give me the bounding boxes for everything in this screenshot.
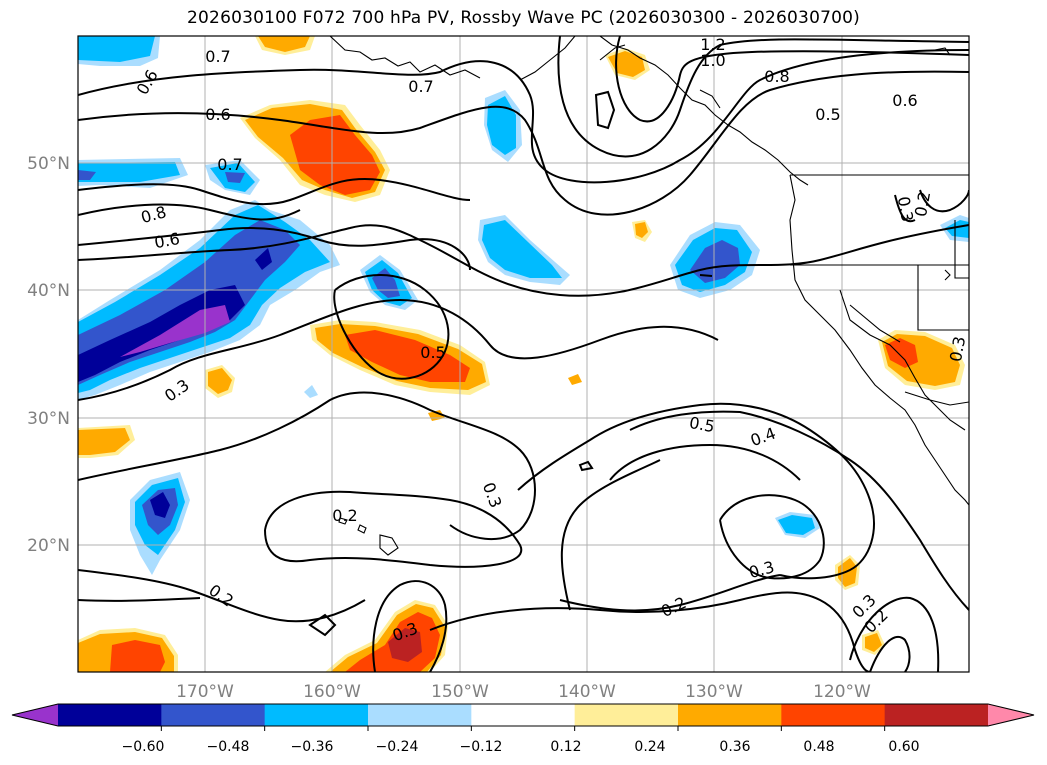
colorbar-segment: [58, 704, 162, 726]
contour-label: 1.0: [700, 51, 725, 70]
colorbar-segment: [161, 704, 266, 726]
latitude-labels: 50°N 40°N 30°N 20°N: [27, 154, 70, 556]
contour-label: 0.3: [946, 335, 969, 363]
colorbar-segment: [781, 704, 886, 726]
contour-label: 0.5: [420, 343, 445, 362]
colorbar-segment: [678, 704, 782, 726]
lon-label: 170°W: [176, 682, 234, 702]
contour-label: 0.7: [217, 155, 242, 174]
lat-label: 30°N: [27, 409, 70, 429]
contour-label: 0.8: [764, 67, 789, 86]
colorbar-tick-label: 0.60: [888, 739, 919, 755]
contour-label: 0.6: [892, 91, 917, 110]
colorbar-segments: [58, 704, 989, 726]
negative-anomaly-shading: [78, 36, 969, 575]
contour-label: 0.6: [205, 105, 230, 124]
contour-label: 0.7: [205, 47, 230, 66]
colorbar-segment: [574, 704, 679, 726]
map-background: [78, 36, 969, 672]
contour-label: 0.7: [408, 77, 433, 96]
colorbar-ticks: [160, 726, 886, 731]
colorbar-tick-label: 0.12: [550, 739, 581, 755]
colorbar-tick-label: −0.48: [207, 739, 250, 755]
colorbar-segment: [884, 704, 989, 726]
lat-label: 40°N: [27, 281, 70, 301]
positive-anomaly-shading: [78, 36, 965, 672]
contour-label: 0.6: [153, 229, 181, 252]
plot-title: 2026030100 F072 700 hPa PV, Rossby Wave …: [187, 8, 860, 28]
pv-contours: [78, 36, 969, 672]
lon-label: 120°W: [813, 682, 871, 702]
map-frame: [77, 35, 970, 673]
contour-label: 0.5: [815, 105, 840, 124]
lon-label: 130°W: [685, 682, 743, 702]
colorbar-tick-label: −0.12: [460, 739, 503, 755]
contour-label: 0.5: [688, 413, 716, 436]
colorbar-tick-labels: −0.60 −0.48 −0.36 −0.24 −0.12 0.12 0.24 …: [122, 739, 920, 755]
lon-label: 140°W: [558, 682, 616, 702]
colorbar-tick-label: −0.24: [376, 739, 419, 755]
lat-label: 50°N: [27, 154, 70, 174]
colorbar-tick-label: 0.24: [634, 739, 665, 755]
contour-label: 0.2: [332, 506, 357, 525]
colorbar-segment: [471, 704, 576, 726]
contour-label: 0.3: [894, 195, 917, 223]
colorbar-outline: [11, 703, 1035, 727]
colorbar-tick-label: −0.36: [291, 739, 334, 755]
colorbar-min-extension: [12, 704, 58, 726]
map-area: 0.7 1.2 1.0 0.6 0.7 0.8 0.5 0.6 0.6 0.7 …: [78, 35, 969, 672]
colorbar-tick-label: 0.48: [803, 739, 834, 755]
contour-label: 1.2: [700, 35, 725, 54]
colorbar-tick-label: 0.36: [719, 739, 750, 755]
colorbar: −0.60 −0.48 −0.36 −0.24 −0.12 0.12 0.24 …: [11, 703, 1035, 755]
contour-label: 0.2: [911, 190, 934, 218]
colorbar-segment: [264, 704, 369, 726]
lon-label: 150°W: [431, 682, 489, 702]
lat-label: 20°N: [27, 536, 70, 556]
colorbar-max-extension: [988, 704, 1034, 726]
longitude-labels: 170°W 160°W 150°W 140°W 130°W 120°W: [176, 682, 871, 702]
coastlines: [329, 36, 969, 556]
colorbar-tick-label: −0.60: [122, 739, 165, 755]
colorbar-segment: [368, 704, 472, 726]
lon-label: 160°W: [303, 682, 361, 702]
contour-labels: 0.7 1.2 1.0 0.6 0.7 0.8 0.5 0.6 0.6 0.7 …: [133, 35, 969, 645]
